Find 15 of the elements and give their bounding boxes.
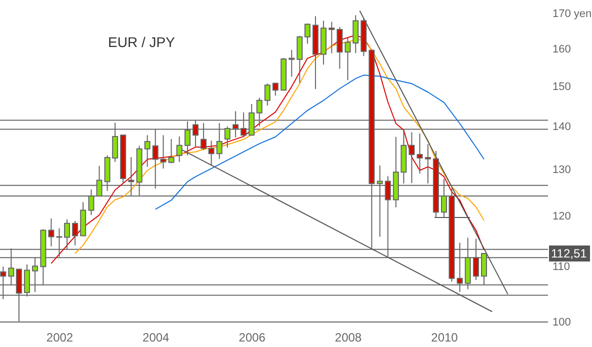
text: EUR / JPY	[108, 34, 176, 50]
x-tick-label: 2010	[431, 330, 458, 344]
y-tick-label: 140	[552, 120, 571, 133]
y-tick-label: 100	[552, 316, 571, 328]
y-tick-label: 170 yen	[552, 8, 592, 20]
y-tick-label: 120	[552, 210, 571, 223]
y-tick-label: 160	[552, 43, 571, 56]
y-tick-label: 150	[552, 80, 571, 93]
x-tick-label: 2008	[334, 330, 362, 344]
x-tick-label: 2002	[46, 330, 74, 344]
x-tick-label: 2006	[238, 330, 266, 344]
y-tick-label: 130	[552, 164, 571, 176]
annotation: 112,51	[551, 246, 588, 260]
y-tick-label: 110	[552, 261, 570, 274]
x-tick-label: 2004	[142, 330, 170, 344]
